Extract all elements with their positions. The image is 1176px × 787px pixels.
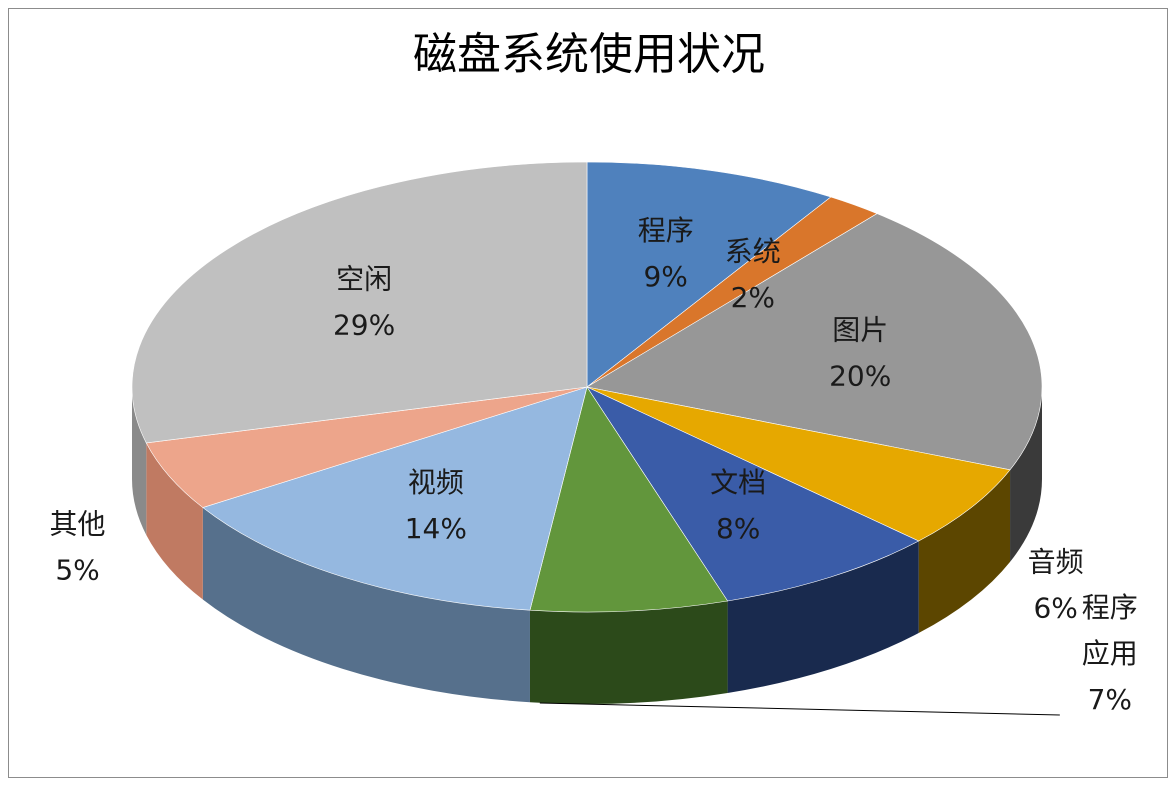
slice-e7a88be5ba8fe5ba94e794a8-leader-line bbox=[539, 702, 1060, 716]
slice-e8a786e9a291-label: 视频 14% bbox=[405, 466, 467, 545]
slice-e59bbee78987-top bbox=[586, 213, 1043, 471]
label-category: 文档 bbox=[710, 466, 766, 499]
slice-e69687e6a1a3-label: 文档 8% bbox=[710, 466, 766, 545]
slice-e7a9bae997b2-top bbox=[131, 161, 588, 444]
pie-top-faces bbox=[131, 161, 1043, 613]
label-percentage: 5% bbox=[55, 554, 99, 587]
slice-e8a786e9a291-side bbox=[202, 507, 530, 703]
label-category: 系统 bbox=[725, 235, 781, 268]
label-category: 其他 bbox=[50, 508, 106, 541]
label-percentage: 7% bbox=[1088, 683, 1132, 716]
slice-e7a88be5ba8f-top bbox=[586, 161, 832, 388]
label-category: 图片 bbox=[832, 313, 888, 346]
slice-e59bbee78987-label: 图片 20% bbox=[829, 313, 891, 392]
slice-e59bbee78987-side bbox=[1010, 387, 1042, 562]
label-category: 程序 bbox=[638, 214, 694, 247]
slice-e99fb3e9a291-top bbox=[586, 386, 1011, 542]
slice-e7a9bae997b2-label: 空闲 29% bbox=[333, 262, 395, 341]
label-percentage: 9% bbox=[643, 260, 687, 293]
label-percentage: 29% bbox=[333, 308, 395, 341]
slice-e585b6e4bb96-top bbox=[145, 386, 588, 508]
slice-e7a88be5ba8fe5ba94e794a8-top bbox=[529, 386, 729, 613]
label-category: 空闲 bbox=[336, 262, 392, 295]
slice-e585b6e4bb96-side bbox=[146, 442, 203, 600]
slice-e69687e6a1a3-side bbox=[727, 541, 919, 693]
slice-e7b3bbe7bb9f-label: 系统 2% bbox=[725, 235, 781, 314]
label-category: 应用 bbox=[1082, 637, 1138, 670]
slice-e7a88be5ba8f-label: 程序 9% bbox=[638, 214, 694, 293]
label-category: 音频 bbox=[1028, 546, 1084, 579]
label-percentage: 2% bbox=[731, 281, 775, 314]
label-category: 视频 bbox=[408, 466, 464, 499]
slice-e585b6e4bb96-label: 其他 5% bbox=[50, 508, 106, 587]
label-percentage: 8% bbox=[716, 512, 760, 545]
slice-e99fb3e9a291-label: 音频 6% bbox=[1028, 546, 1084, 625]
slice-e7a9bae997b2-side bbox=[132, 387, 147, 535]
slice-e7a88be5ba8fe5ba94e794a8-side bbox=[529, 600, 728, 705]
label-percentage: 14% bbox=[405, 512, 467, 545]
label-percentage: 20% bbox=[829, 359, 891, 392]
label-percentage: 6% bbox=[1033, 592, 1077, 625]
slice-e69687e6a1a3-top bbox=[586, 386, 920, 602]
pie-sides bbox=[132, 387, 1042, 705]
slice-e8a786e9a291-top bbox=[202, 386, 588, 611]
label-category: 程序 bbox=[1082, 591, 1138, 624]
slice-e99fb3e9a291-side bbox=[918, 469, 1011, 634]
chart-area: 磁盘系统使用状况 程序 9% 系统 2% 图片 20% 音频 6% 文档 8% 程序应用 7% 视频 14… bbox=[8, 8, 1168, 778]
chart-title: 磁盘系统使用状况 bbox=[413, 29, 765, 80]
